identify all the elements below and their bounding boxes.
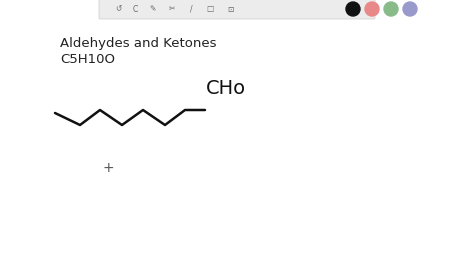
Circle shape (384, 2, 398, 16)
Text: C5H10O: C5H10O (60, 53, 115, 66)
Text: /: / (190, 5, 192, 14)
Text: ↺: ↺ (115, 5, 121, 14)
Text: ✂: ✂ (169, 5, 175, 14)
Circle shape (346, 2, 360, 16)
Text: ✎: ✎ (150, 5, 156, 14)
Text: □: □ (206, 5, 214, 14)
Circle shape (365, 2, 379, 16)
FancyBboxPatch shape (99, 0, 375, 19)
Text: Aldehydes and Ketones: Aldehydes and Ketones (60, 37, 217, 50)
Text: +: + (102, 161, 114, 175)
Text: ⊡: ⊡ (227, 5, 233, 14)
Text: CHo: CHo (206, 79, 246, 98)
Circle shape (403, 2, 417, 16)
Text: C: C (132, 5, 137, 14)
